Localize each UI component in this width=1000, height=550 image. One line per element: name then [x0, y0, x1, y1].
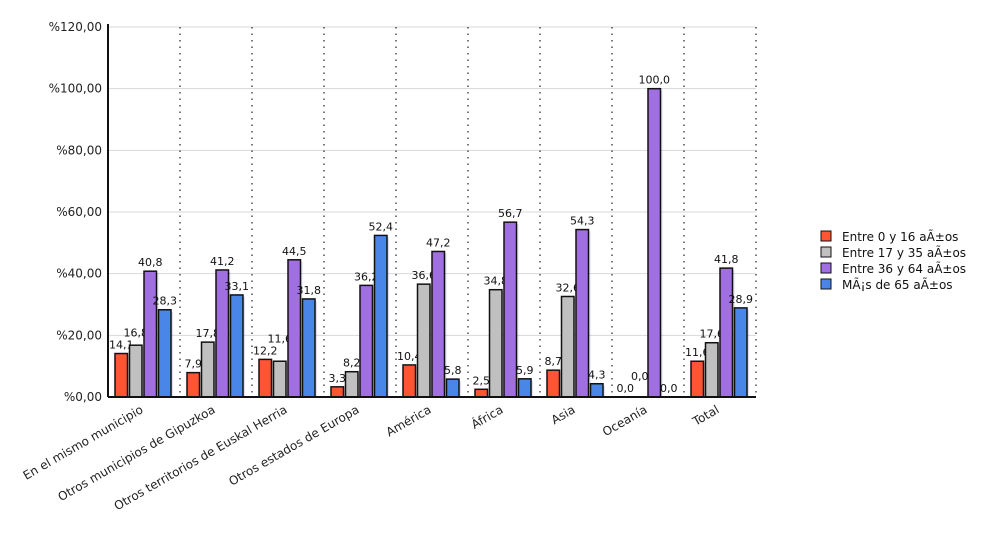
bar: [157, 308, 172, 398]
bar: [719, 267, 734, 398]
bar: [546, 369, 561, 398]
data-label: 40,8: [138, 256, 163, 269]
x-tick-label: África: [468, 402, 505, 432]
bar: [474, 388, 489, 398]
y-tick-label: %0,00: [64, 390, 102, 404]
data-label: 28,3: [153, 295, 178, 308]
data-label: 100,0: [639, 74, 671, 87]
y-tick-label: %100,00: [49, 82, 102, 96]
legend-label: Entre 17 y 35 aÃ±os: [842, 245, 966, 260]
data-label: 41,8: [714, 253, 739, 266]
data-label: 8,7: [545, 355, 563, 368]
data-label: 36,6: [412, 269, 437, 282]
x-tick-label: América: [384, 402, 434, 439]
bar: [690, 360, 705, 398]
bar: [445, 378, 460, 398]
data-label: 31,8: [297, 284, 322, 297]
legend-swatch: [820, 246, 832, 258]
data-label: 56,7: [498, 207, 523, 220]
y-tick-label: %60,00: [56, 205, 102, 219]
y-tick-label: %80,00: [56, 143, 102, 157]
legend-label: MÃ¡s de 65 aÃ±os: [842, 277, 953, 292]
legend-label: Entre 36 y 64 aÃ±os: [842, 261, 966, 276]
bar: [200, 341, 215, 398]
data-label: 5,8: [444, 364, 462, 377]
data-label: 11,6: [685, 346, 710, 359]
data-label: 14,1: [109, 339, 134, 352]
data-label: 36,2: [354, 270, 379, 283]
data-label: 47,2: [426, 236, 451, 249]
y-tick-label: %120,00: [49, 20, 102, 34]
bar: [517, 378, 532, 398]
bar: [488, 288, 503, 398]
data-label: 28,9: [729, 293, 754, 306]
bar: [143, 270, 158, 398]
data-label: 54,3: [570, 215, 595, 228]
data-label: 2,5: [473, 374, 491, 387]
bar: [186, 371, 201, 398]
data-label: 17,6: [700, 328, 725, 341]
bar: [416, 283, 431, 398]
data-label: 12,2: [253, 344, 278, 357]
data-label: 11,6: [268, 332, 293, 345]
bar: [373, 234, 388, 398]
data-label: 4,3: [588, 369, 606, 382]
bar: [503, 221, 518, 398]
data-label: 10,4: [397, 350, 422, 363]
bar: [258, 358, 273, 398]
bar: [229, 294, 244, 398]
bar: [575, 228, 590, 398]
bar: [733, 307, 748, 398]
bar: [114, 352, 129, 398]
data-label: 8,2: [343, 357, 361, 370]
data-label: 44,5: [282, 245, 307, 258]
x-tick-label: Asia: [549, 402, 578, 427]
bar: [647, 87, 662, 398]
bar: [128, 344, 143, 398]
data-label: 41,2: [210, 255, 235, 268]
bar: [301, 298, 316, 398]
bar: [589, 382, 604, 398]
data-label: 0,0: [660, 382, 678, 395]
legend-swatch: [820, 278, 832, 290]
y-tick-label: %40,00: [56, 267, 102, 281]
data-label: 0,0: [617, 382, 635, 395]
data-label: 17,8: [196, 327, 221, 340]
legend-swatch: [820, 230, 832, 242]
x-tick-label: En el mismo municipio: [21, 402, 146, 482]
bar: [287, 259, 302, 398]
data-label: 32,6: [556, 281, 581, 294]
data-label: 3,3: [329, 372, 347, 385]
bar: [560, 295, 575, 398]
data-label: 34,8: [484, 275, 509, 288]
bar: [402, 364, 417, 398]
data-label: 52,4: [369, 220, 394, 233]
x-tick-label: Otros estados de Europa: [226, 402, 361, 488]
data-label: 7,9: [185, 358, 203, 371]
bar: [344, 370, 359, 398]
bar: [704, 341, 719, 398]
data-label: 16,8: [124, 327, 149, 340]
bar: [431, 250, 446, 398]
legend-swatch: [820, 262, 832, 274]
x-tick-label: Total: [689, 402, 721, 429]
legend-label: Entre 0 y 16 aÃ±os: [842, 229, 958, 244]
data-label: 0,0: [631, 370, 649, 383]
data-label: 5,9: [516, 364, 534, 377]
bar: [359, 284, 374, 398]
bar: [272, 360, 287, 398]
bar: [330, 386, 345, 398]
y-tick-label: %20,00: [56, 328, 102, 342]
data-label: 33,1: [225, 280, 250, 293]
x-tick-label: Oceanía: [600, 402, 650, 439]
